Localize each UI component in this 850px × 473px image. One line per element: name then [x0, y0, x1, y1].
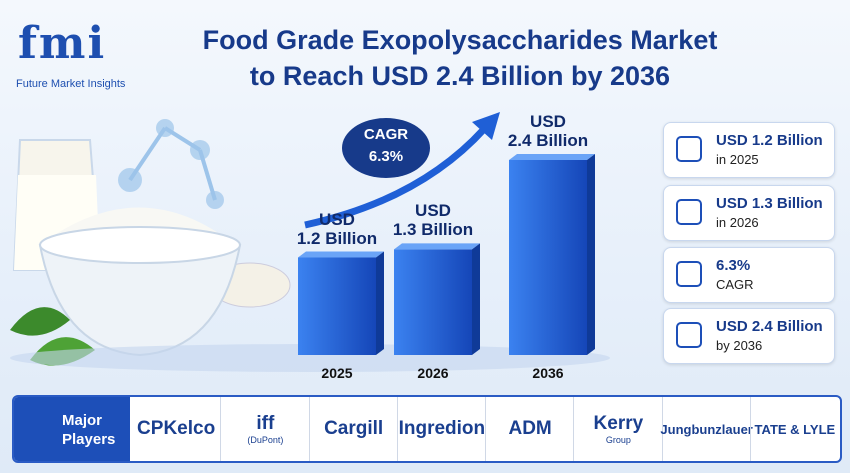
value-label: USD 1.3 Billion: [392, 201, 474, 240]
player-logo: Ingredion: [396, 397, 486, 461]
player-name: ADM: [508, 418, 552, 439]
player-logo: TATE & LYLE: [749, 397, 839, 461]
players-band: [12, 395, 842, 463]
stat-icon: [676, 136, 702, 162]
player-logo: Cargill: [308, 397, 398, 461]
player-logo: Jungbunzlauer: [660, 397, 753, 461]
player-logo: CPKelco: [132, 397, 220, 461]
brand: Future Market Insights: [16, 78, 126, 90]
bar-top: [509, 154, 595, 160]
x-tick-label: 2026: [417, 365, 449, 381]
bar: [298, 257, 376, 355]
bar-top: [394, 243, 480, 250]
value-label: USD 2.4 Billion: [507, 112, 589, 150]
stat-icon: [676, 322, 702, 348]
value-label: USD 1.2 Billion: [296, 209, 378, 248]
player-name: TATE & LYLE: [754, 421, 836, 437]
x-tick-label: 2036: [532, 365, 564, 381]
player-name: iff: [256, 413, 275, 434]
player-logo: iff (DuPont): [220, 397, 309, 461]
trend-arrow: [304, 125, 488, 229]
bar-side: [587, 154, 595, 355]
stat-value: 6.3%: [716, 257, 751, 274]
bar-side: [472, 243, 480, 355]
bar: [509, 160, 587, 355]
stat-caption: in 2026: [716, 215, 759, 230]
player-logo: ADM: [485, 397, 574, 461]
player-logo: Kerry Group: [573, 397, 662, 461]
player-name: Jungbunzlauer: [660, 421, 753, 437]
player-name: CPKelco: [137, 418, 216, 439]
stat-caption: in 2025: [716, 152, 759, 167]
stat-value: USD 1.3 Billion: [716, 195, 823, 212]
stat-value: USD 1.2 Billion: [716, 132, 823, 149]
bar: [394, 249, 472, 355]
bar-side: [376, 251, 384, 355]
stat-value: USD 2.4 Billion: [716, 318, 823, 335]
trend-arrow-head: [472, 112, 500, 140]
stat-card: USD 2.4 Billion by 2036: [663, 308, 835, 364]
title: Food Grade Exopolysaccharides Market to …: [202, 25, 718, 91]
stat-card: USD 1.2 Billion in 2025: [663, 122, 835, 178]
stat-caption: CAGR: [716, 277, 754, 292]
players-header: Major Players: [14, 397, 130, 461]
x-tick-label: 2025: [321, 365, 353, 381]
players-label: Major Players: [62, 412, 116, 448]
stat-card: 6.3% CAGR: [663, 247, 835, 303]
cagr-bubble: [342, 118, 430, 178]
logo: fmi: [18, 18, 107, 69]
player-name: Cargill: [324, 418, 384, 439]
stat-icon: [676, 261, 702, 287]
bar-top: [298, 251, 384, 258]
player-name: Kerry: [593, 413, 644, 434]
stat-icon: [676, 199, 702, 225]
stat-card: USD 1.3 Billion in 2026: [663, 185, 835, 241]
player-sub: Group: [605, 435, 631, 445]
cagr-annotation: CAGR 6.3%: [363, 126, 409, 165]
stat-caption: by 2036: [716, 338, 763, 353]
player-sub: (DuPont): [247, 435, 284, 445]
player-name: Ingredion: [398, 418, 486, 439]
product-illustration: [10, 119, 291, 366]
